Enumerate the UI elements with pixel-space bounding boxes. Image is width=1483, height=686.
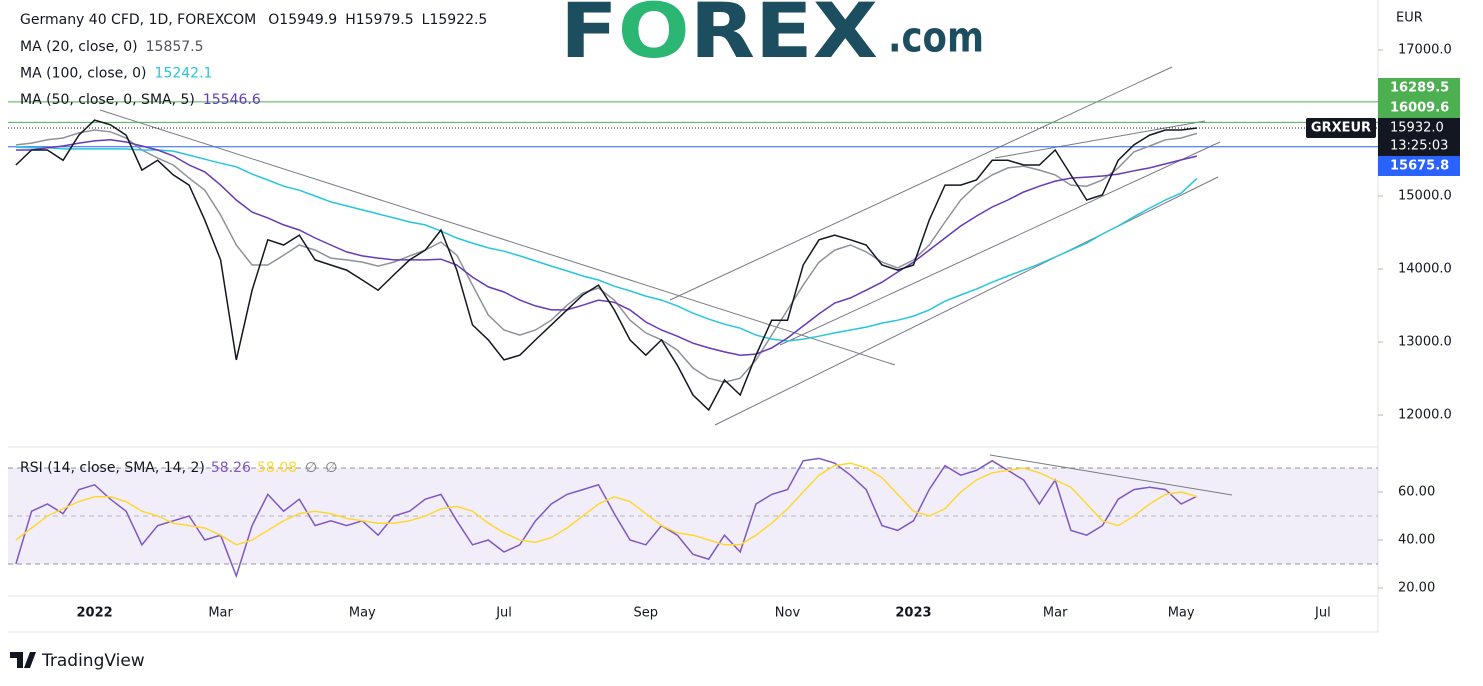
logo-suffix: .com (888, 13, 984, 62)
y-tick-label: 17000.0 (1398, 43, 1452, 58)
level-box (1378, 77, 1460, 98)
x-tick-label: 2023 (895, 606, 931, 621)
ohlc-value: 15979.5 (356, 12, 414, 28)
symbol-box (1306, 117, 1376, 138)
legend-value: 15242.1 (155, 66, 213, 82)
series-line (15, 462, 1198, 546)
trendline (714, 176, 1219, 426)
rsi-band-layer (8, 467, 1378, 565)
legend-name: MA (100, close, 0) (20, 66, 147, 82)
level-box (1378, 97, 1460, 118)
trendlines (99, 66, 1233, 496)
series-line (15, 146, 1198, 342)
x-tick-label: May (1168, 606, 1195, 621)
series-line (15, 119, 1197, 412)
y-tick-label: 40.00 (1398, 533, 1435, 548)
level-label: 16009.6 (1390, 100, 1449, 115)
level-label: 15675.8 (1390, 158, 1449, 173)
last-price-label: 15932.0 (1390, 120, 1444, 135)
legend-value: 58.26 (211, 460, 251, 476)
last-price-box (1378, 117, 1460, 156)
y-tick-label: 12000.0 (1398, 408, 1452, 423)
logo-part: F (560, 0, 618, 75)
series-line (15, 139, 1198, 356)
ohlc-value: 15949.9 (279, 12, 337, 28)
footer-brand: TradingView (41, 651, 145, 671)
ohlc-label: L (422, 12, 430, 28)
rsi-trendline (989, 454, 1233, 496)
legend-value: 15857.5 (146, 39, 204, 55)
logo-part: O (618, 0, 690, 75)
logo: FOREX (560, 0, 878, 75)
level-label: 16289.5 (1390, 80, 1449, 95)
trendline (779, 141, 1221, 346)
series-layer (8, 101, 1378, 579)
y-tick-label: 20.00 (1398, 581, 1435, 596)
x-tick-label: Nov (775, 606, 801, 621)
tv-icon (10, 652, 36, 668)
tradingview-logo: TradingView (10, 651, 145, 671)
y-tick-label: 13000.0 (1398, 335, 1452, 350)
rsi-legend: RSI (14, close, SMA, 14, 2) 58.26 58.08 ∅ ∅ (20, 460, 337, 476)
symbol-label: GRXEUR (1311, 120, 1371, 135)
legend-value: 15546.6 (203, 92, 261, 108)
legend-name: MA (50, close, 0, SMA, 5) (20, 92, 195, 108)
chart-title: Germany 40 CFD, 1D, FOREXCOM (20, 12, 256, 28)
trendline (99, 109, 896, 366)
x-tick-label: Mar (208, 606, 233, 621)
x-tick-label: Mar (1043, 606, 1068, 621)
x-tick-label: Sep (634, 606, 659, 621)
legend-value: 58.08 (257, 460, 297, 476)
legend-name: MA (20, close, 0) (20, 39, 138, 55)
y-tick-label: 15000.0 (1398, 189, 1452, 204)
logo-part: REX (690, 0, 878, 75)
axis-unit: EUR (1396, 11, 1423, 26)
legend-extra: ∅ (305, 460, 317, 476)
series-line (15, 457, 1198, 579)
y-tick-label: 60.00 (1398, 485, 1435, 500)
series-line (15, 129, 1198, 383)
ma-legend: MA (50, close, 0, SMA, 5) 15546.6 (20, 92, 261, 108)
ohlc-label: O (268, 12, 279, 28)
level-box (1378, 155, 1460, 176)
symbol-legend: Germany 40 CFD, 1D, FOREXCOM O15949.9 H159… (20, 12, 487, 28)
trendline (669, 66, 1173, 301)
y-tick-label: 14000.0 (1398, 262, 1452, 277)
ma-legend: MA (100, close, 0) 15242.1 (20, 66, 212, 82)
ma-legend: MA (20, close, 0) 15857.5 (20, 39, 204, 55)
x-tick-label: 2022 (77, 606, 113, 621)
x-tick-label: Jul (495, 606, 512, 621)
ohlc-label: H (345, 12, 356, 28)
legend-extra: ∅ (325, 460, 337, 476)
ohlc-value: 15922.5 (429, 12, 487, 28)
countdown: 13:25:03 (1390, 138, 1448, 153)
x-tick-label: Jul (1314, 606, 1331, 621)
legend-name: RSI (14, close, SMA, 14, 2) (20, 460, 205, 476)
x-tick-label: May (349, 606, 376, 621)
trendline (994, 120, 1206, 159)
